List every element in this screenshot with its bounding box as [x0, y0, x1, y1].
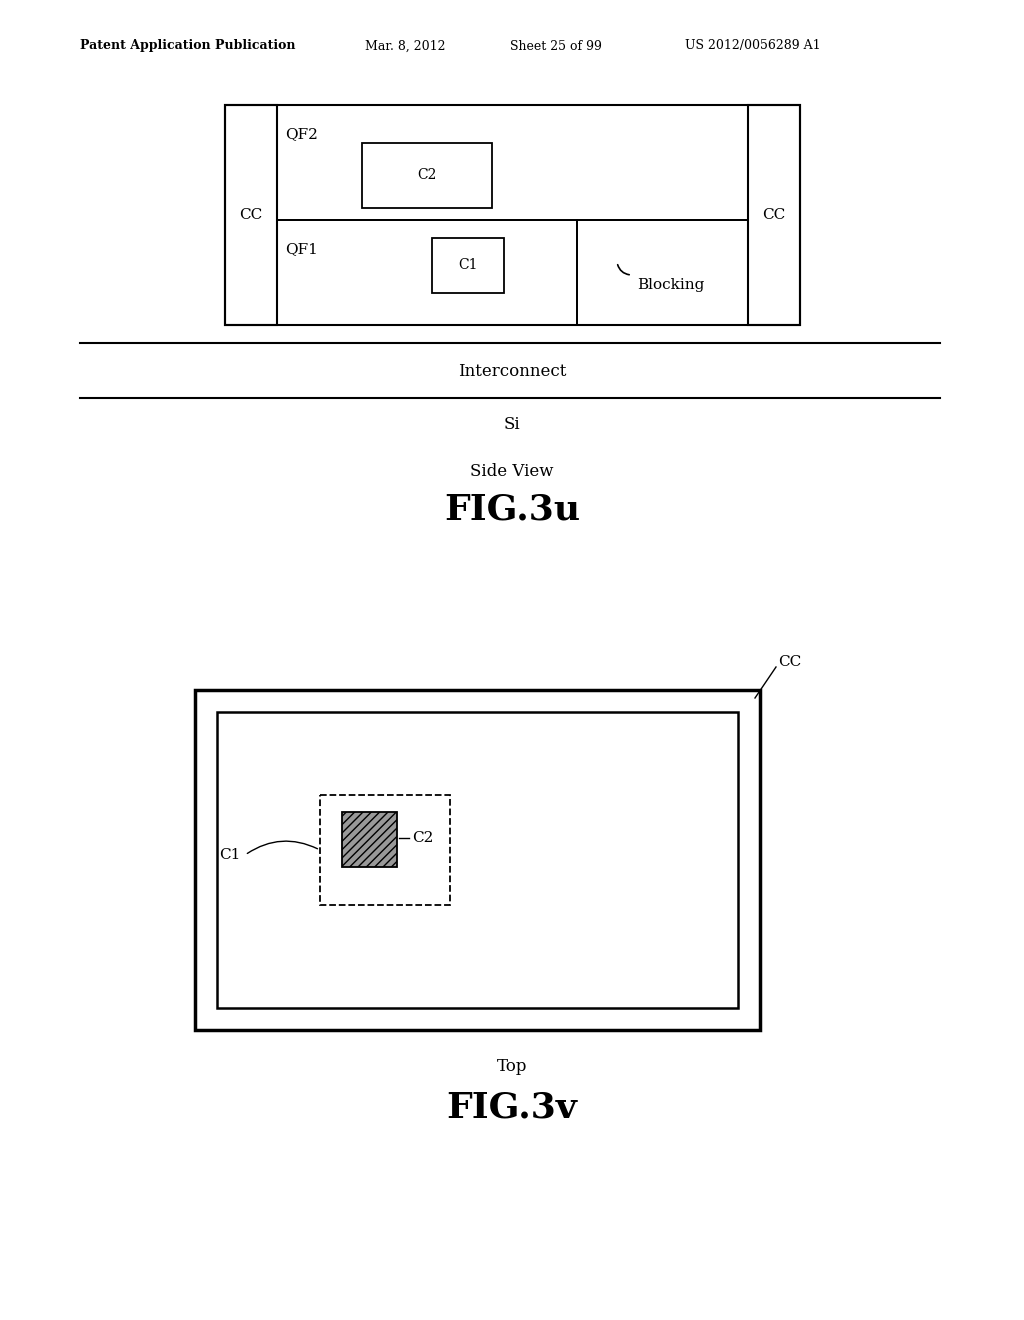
Bar: [342, 812, 397, 867]
Text: Patent Application Publication: Patent Application Publication: [80, 40, 296, 53]
Bar: [748, 106, 800, 325]
Bar: [225, 106, 800, 325]
Text: CC: CC: [778, 655, 801, 669]
Text: C1: C1: [219, 847, 240, 862]
Text: C1: C1: [459, 257, 478, 272]
Text: Sheet 25 of 99: Sheet 25 of 99: [510, 40, 602, 53]
Text: Si: Si: [504, 416, 520, 433]
Text: CC: CC: [763, 209, 785, 222]
Bar: [225, 106, 278, 325]
Text: Interconnect: Interconnect: [458, 363, 566, 380]
Bar: [217, 711, 738, 1008]
Text: C2: C2: [418, 168, 436, 182]
Text: Blocking: Blocking: [637, 279, 705, 292]
Bar: [278, 220, 577, 325]
Bar: [362, 143, 492, 209]
Text: QF1: QF1: [285, 242, 317, 256]
Text: CC: CC: [240, 209, 262, 222]
Text: FIG.3v: FIG.3v: [446, 1090, 578, 1125]
Bar: [577, 220, 748, 325]
Text: Mar. 8, 2012: Mar. 8, 2012: [365, 40, 445, 53]
Text: QF2: QF2: [285, 127, 317, 141]
FancyArrowPatch shape: [617, 265, 629, 275]
Bar: [195, 690, 760, 1030]
Text: Side View: Side View: [470, 463, 554, 480]
Text: US 2012/0056289 A1: US 2012/0056289 A1: [685, 40, 820, 53]
Text: Top: Top: [497, 1059, 527, 1074]
Bar: [319, 795, 450, 906]
Bar: [278, 106, 748, 325]
Text: C2: C2: [412, 832, 433, 845]
Bar: [432, 238, 504, 293]
Text: FIG.3u: FIG.3u: [444, 492, 580, 527]
FancyArrowPatch shape: [248, 841, 317, 854]
